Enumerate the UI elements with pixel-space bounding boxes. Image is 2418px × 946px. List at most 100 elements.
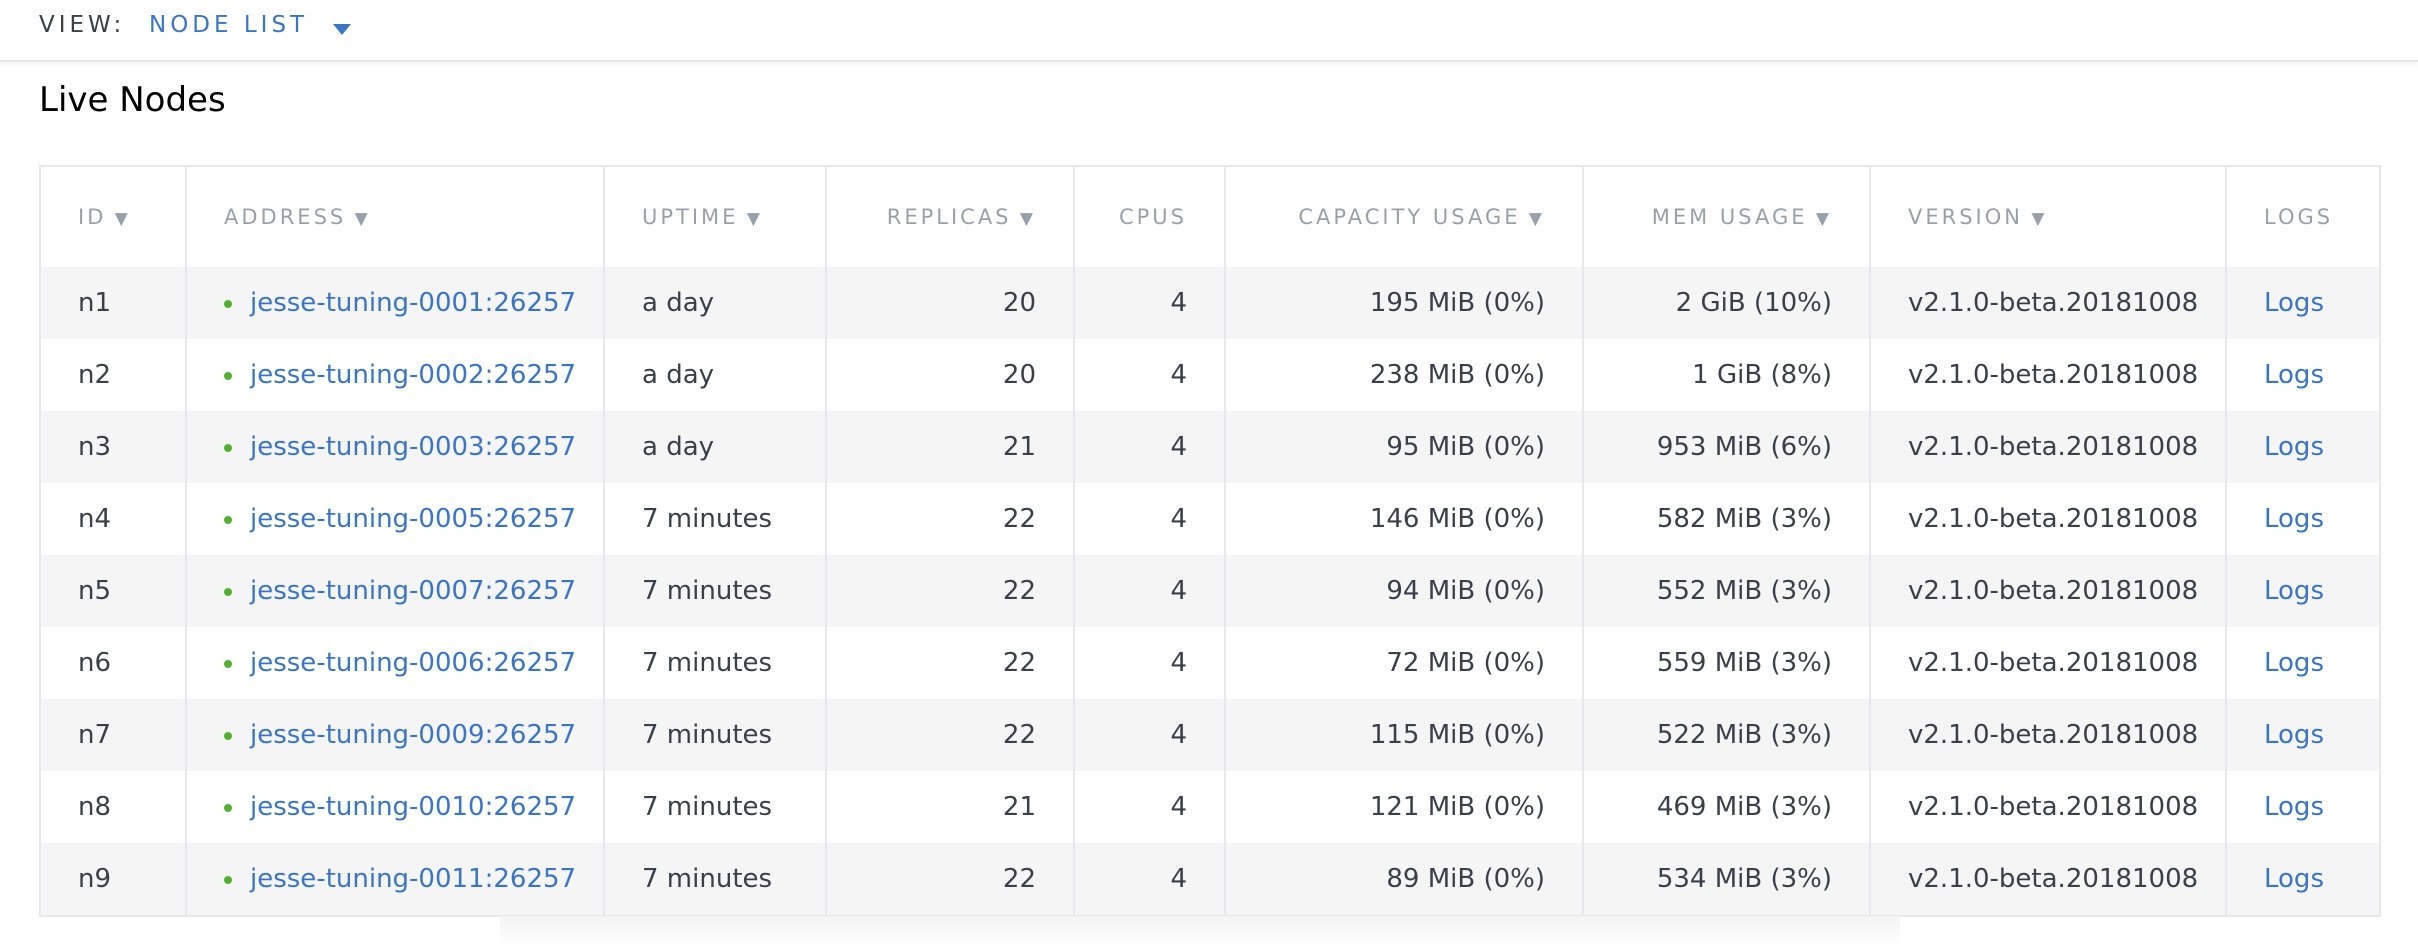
table-cell: jesse-tuning-0007:26257 <box>185 555 604 627</box>
table-cell: jesse-tuning-0010:26257 <box>185 771 604 843</box>
table-cell: 4 <box>1073 483 1225 555</box>
cell-text: 2 GiB (10%) <box>1675 288 1832 318</box>
logs-link[interactable]: Logs <box>2264 864 2324 894</box>
cell-text: n6 <box>78 648 112 678</box>
column-header[interactable]: MEM USAGE <box>1582 166 1870 267</box>
node-address-link[interactable]: jesse-tuning-0005:26257 <box>250 504 577 534</box>
column-header[interactable]: CAPACITY USAGE <box>1224 166 1583 267</box>
cell-text: 582 MiB (3%) <box>1656 504 1832 534</box>
table-cell: 121 MiB (0%) <box>1224 771 1583 843</box>
logs-link[interactable]: Logs <box>2264 288 2324 318</box>
table-cell: 4 <box>1073 555 1225 627</box>
table-cell: Logs <box>2225 483 2380 555</box>
column-header: CPUS <box>1073 166 1225 267</box>
cell-text: 4 <box>1170 792 1187 822</box>
table-cell: 953 MiB (6%) <box>1582 411 1870 483</box>
cell-text: n8 <box>78 792 112 822</box>
cell-text: 4 <box>1170 288 1187 318</box>
table-cell: 20 <box>825 267 1074 339</box>
table-row: n9 jesse-tuning-0011:26257 7 minutes 22 4 89 … <box>39 843 2380 916</box>
table-cell: jesse-tuning-0001:26257 <box>185 267 604 339</box>
cell-text: n7 <box>78 720 112 750</box>
table-cell: 4 <box>1073 339 1225 411</box>
cell-text: v2.1.0-beta.20181008 <box>1908 576 2199 606</box>
column-header[interactable]: UPTIME <box>603 166 826 267</box>
cell-text: n1 <box>78 288 112 318</box>
cell-text: v2.1.0-beta.20181008 <box>1908 720 2199 750</box>
table-cell: 7 minutes <box>603 483 826 555</box>
column-header[interactable]: VERSION <box>1869 166 2226 267</box>
cell-text: v2.1.0-beta.20181008 <box>1908 792 2199 822</box>
table-row: n2 jesse-tuning-0002:26257 a day 20 4 238 MiB… <box>39 339 2380 411</box>
cell-text: n4 <box>78 504 112 534</box>
dropdown-caret[interactable] <box>333 24 351 35</box>
table-cell: Logs <box>2225 411 2380 483</box>
view-dropdown[interactable]: NODE LIST <box>149 12 309 38</box>
cell-text: 22 <box>1002 720 1036 750</box>
cell-text: 552 MiB (3%) <box>1656 576 1832 606</box>
cell-text: n3 <box>78 432 112 462</box>
cell-text: 94 MiB (0%) <box>1386 576 1545 606</box>
node-address-link[interactable]: jesse-tuning-0011:26257 <box>250 864 577 894</box>
node-address-link[interactable]: jesse-tuning-0003:26257 <box>250 432 577 462</box>
table-body: n1 jesse-tuning-0001:26257 a day 20 4 195 MiB… <box>39 267 2380 916</box>
table-cell: 4 <box>1073 771 1225 843</box>
table-cell: v2.1.0-beta.20181008 <box>1869 339 2226 411</box>
node-address-link[interactable]: jesse-tuning-0007:26257 <box>250 576 577 606</box>
logs-link[interactable]: Logs <box>2264 504 2324 534</box>
column-header[interactable]: REPLICAS <box>825 166 1074 267</box>
table-cell: 522 MiB (3%) <box>1582 699 1870 771</box>
table-cell: v2.1.0-beta.20181008 <box>1869 843 2226 916</box>
node-address-link[interactable]: jesse-tuning-0006:26257 <box>250 648 577 678</box>
table-cell: n1 <box>39 267 186 339</box>
table-cell: 195 MiB (0%) <box>1224 267 1583 339</box>
table-cell: 4 <box>1073 699 1225 771</box>
table-cell: v2.1.0-beta.20181008 <box>1869 555 2226 627</box>
node-address-link[interactable]: jesse-tuning-0009:26257 <box>250 720 577 750</box>
logs-link[interactable]: Logs <box>2264 720 2324 750</box>
status-dot <box>224 515 232 524</box>
cell-text: 115 MiB (0%) <box>1369 720 1545 750</box>
cell-text: v2.1.0-beta.20181008 <box>1908 504 2199 534</box>
logs-link[interactable]: Logs <box>2264 432 2324 462</box>
table-cell: n3 <box>39 411 186 483</box>
table-cell: n4 <box>39 483 186 555</box>
page-title: Live Nodes <box>39 80 226 120</box>
column-header[interactable]: ADDRESS <box>185 166 604 267</box>
cell-text: 7 minutes <box>642 576 773 606</box>
column-header[interactable]: ID <box>39 166 186 267</box>
cell-text: 146 MiB (0%) <box>1369 504 1545 534</box>
table-cell: n8 <box>39 771 186 843</box>
logs-link[interactable]: Logs <box>2264 648 2324 678</box>
cell-text: 20 <box>1002 288 1036 318</box>
header-row: IDADDRESSUPTIMEREPLICASCPUSCAPACITY USAG… <box>39 166 2380 267</box>
logs-link[interactable]: Logs <box>2264 360 2324 390</box>
table-cell: 559 MiB (3%) <box>1582 627 1870 699</box>
cell-text: 72 MiB (0%) <box>1386 648 1545 678</box>
table-cell: jesse-tuning-0002:26257 <box>185 339 604 411</box>
table-cell: 7 minutes <box>603 771 826 843</box>
node-address-link[interactable]: jesse-tuning-0002:26257 <box>250 360 577 390</box>
table-cell: jesse-tuning-0003:26257 <box>185 411 604 483</box>
cell-text: 7 minutes <box>642 864 773 894</box>
node-address-link[interactable]: jesse-tuning-0010:26257 <box>250 792 577 822</box>
status-dot <box>224 299 232 308</box>
node-address-link[interactable]: jesse-tuning-0001:26257 <box>250 288 577 318</box>
table-cell: 21 <box>825 411 1074 483</box>
logs-link[interactable]: Logs <box>2264 576 2324 606</box>
table-cell: 20 <box>825 339 1074 411</box>
logs-link[interactable]: Logs <box>2264 792 2324 822</box>
cell-text: 469 MiB (3%) <box>1656 792 1832 822</box>
cell-text: 22 <box>1002 864 1036 894</box>
cell-text: a day <box>642 360 715 390</box>
table-cell: 7 minutes <box>603 843 826 916</box>
cell-text: 4 <box>1170 720 1187 750</box>
cell-text: v2.1.0-beta.20181008 <box>1908 648 2199 678</box>
cell-text: 238 MiB (0%) <box>1369 360 1545 390</box>
table-cell: 22 <box>825 843 1074 916</box>
table-cell: v2.1.0-beta.20181008 <box>1869 699 2226 771</box>
cell-text: 7 minutes <box>642 720 773 750</box>
table-cell: Logs <box>2225 267 2380 339</box>
cell-text: 4 <box>1170 576 1187 606</box>
